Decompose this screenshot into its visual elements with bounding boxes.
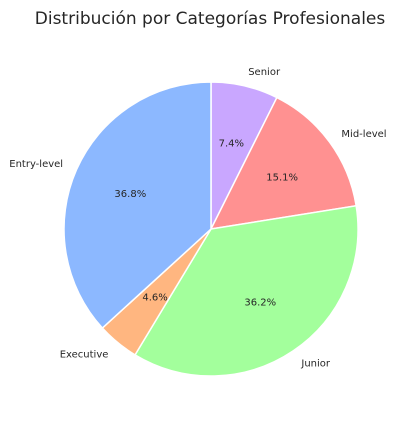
pie-percent-label-senior: 7.4%: [219, 139, 244, 150]
pie-category-label-mid-level: Mid-level: [341, 129, 386, 140]
pie-category-label-entry-level: Entry-level: [9, 159, 63, 170]
chart-title: Distribución por Categorías Profesionale…: [35, 9, 386, 29]
pie-slice-junior: [134, 204, 359, 377]
pie-category-label-junior: Junior: [300, 359, 331, 370]
pie-percent-labels: 7.4% 15.1% 36.2% 4.6% 36.8%: [114, 139, 298, 309]
pie-category-labels: Senior Mid-level Junior Executive Entry-leve…: [9, 67, 386, 369]
pie-category-label-executive: Executive: [60, 349, 109, 360]
pie-percent-label-executive: 4.6%: [142, 293, 167, 304]
pie-category-label-senior: Senior: [248, 67, 281, 78]
pie-percent-label-junior: 36.2%: [244, 298, 276, 309]
pie-slices: [63, 81, 359, 377]
pie-slice-entry-level: [63, 81, 212, 330]
pie-percent-label-entry-level: 36.8%: [114, 189, 146, 200]
pie-slice-mid-level: [209, 96, 358, 230]
pie-percent-label-mid-level: 15.1%: [266, 172, 298, 183]
